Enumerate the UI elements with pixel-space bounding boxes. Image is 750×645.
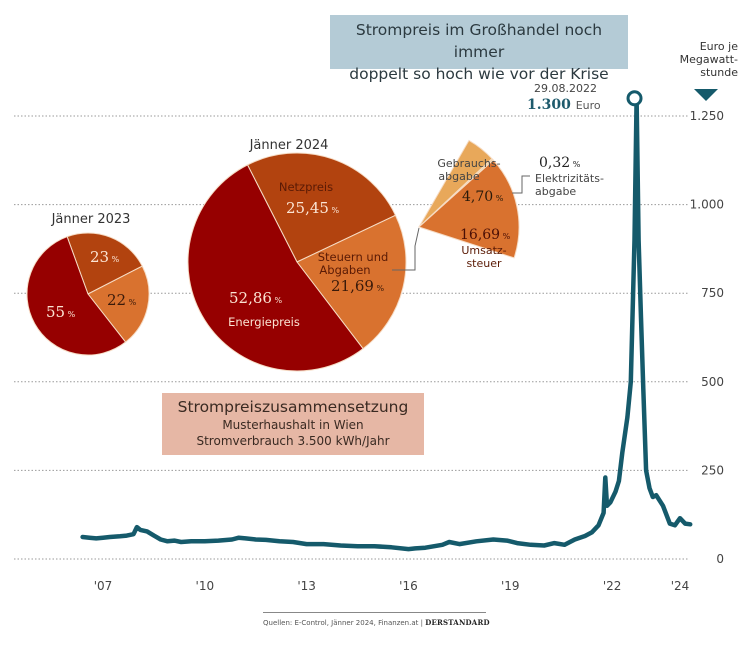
x-tick-label: '07 [94, 579, 113, 593]
y-tick-label: 500 [701, 375, 724, 389]
connector-line [392, 227, 420, 271]
pie-2024-title: Jänner 2024 [249, 138, 329, 153]
info-box-line-1: Musterhaushalt in Wien [222, 418, 364, 432]
pie-2024-slice-steuern [296, 214, 407, 350]
chart-title-line-2: doppelt so hoch wie vor der Krise [349, 65, 609, 83]
y-tick-label: 1.000 [690, 198, 724, 212]
detail-slice-umsatzsteuer [418, 159, 520, 259]
pie-2023-title: Jänner 2023 [51, 212, 131, 227]
pie-2024-steuern-label-1: Steuern und [318, 250, 389, 264]
line-series [80, 90, 693, 552]
detail-umsatzsteuer-label-1: Umsatz- [461, 244, 506, 257]
unit-line-3: stunde [700, 66, 738, 79]
source-text: Quellen: E-Control, Jänner 2024, Finanze… [263, 619, 423, 627]
pie-2023-slice-steuern [87, 265, 150, 343]
pie-2023-label-netzpreis: 23 % [90, 248, 120, 266]
y-axis-ticks: 0 250 500 750 1.000 1.250 [690, 89, 724, 566]
pie-charts [26, 139, 530, 372]
y-axis-unit-label: Euro je Megawatt- stunde [658, 40, 738, 79]
detail-elektrizitaet-label-2: abgabe [535, 185, 576, 198]
chart-title: Strompreis im Großhandel noch immer dopp… [330, 15, 628, 83]
detail-gebrauchsabgabe-label-2: abgabe [438, 170, 479, 183]
y-tick-label: 750 [701, 286, 724, 300]
detail-elektrizitaet-label-1: Elektrizitäts- [535, 172, 604, 185]
x-tick-label: '24 [671, 579, 690, 593]
detail-gebrauchsabgabe-value: 4,70 % [462, 189, 504, 205]
y-tick-label: 250 [701, 463, 724, 477]
peak-marker [626, 90, 643, 107]
pie-labels: Jänner 2023 23 % 22 % 55 % Jänner 2024 Netzpr… [46, 138, 604, 329]
chart-title-line-1: Strompreis im Großhandel noch immer [355, 21, 603, 61]
info-box-title: Strompreiszusammensetzung [177, 398, 409, 416]
y-tick-label: 1.250 [690, 109, 724, 123]
pie-2023-slice-netzpreis [66, 232, 143, 295]
x-tick-label: '16 [399, 579, 418, 593]
price-line [80, 96, 693, 552]
pie-2023-slice-energiepreis [26, 236, 127, 356]
down-triangle-icon [694, 89, 718, 101]
pie-2024-netzpreis-value: 25,45 % [286, 199, 339, 217]
detail-umsatzsteuer-label-2: steuer [466, 257, 502, 270]
peak-value-label: 1.300 Euro [527, 97, 601, 113]
x-tick-label: '13 [297, 579, 316, 593]
info-box: Strompreiszusammensetzung Musterhaushalt… [162, 393, 424, 455]
pie-2024-slice-netzpreis [246, 152, 397, 263]
pie-2024-slice-energiepreis [187, 164, 364, 372]
peak-date-label: 29.08.2022 [534, 82, 597, 95]
pie-2024-energiepreis-value: 52,86 % [229, 289, 282, 307]
source-note: Quellen: E-Control, Jänner 2024, Finanze… [263, 612, 490, 627]
detail-gebrauchsabgabe-label-1: Gebrauchs- [437, 157, 500, 170]
pie-2023-label-energiepreis: 55 % [46, 303, 76, 321]
pie-2024-energiepreis-label: Energiepreis [228, 315, 300, 329]
elektrizitaet-leader-line [512, 175, 530, 194]
unit-line-1: Euro je [699, 40, 738, 53]
x-axis-ticks: '07 '10 '13 '16 '19 '22 '24 [94, 579, 690, 593]
pie-2023-label-steuern: 22 % [107, 291, 137, 309]
detail-elektrizitaet-value: 0,32 % [539, 155, 581, 171]
info-box-line-2: Stromverbrauch 3.500 kWh/Jahr [196, 434, 390, 448]
pie-2024-steuern-value: 21,69 % [331, 277, 384, 295]
peak-value-unit: Euro [575, 99, 601, 112]
pie-2024-steuern-label-2: Abgaben [319, 263, 370, 277]
brand-logo: DERSTANDARD [425, 618, 490, 627]
detail-umsatzsteuer-value: 16,69 % [460, 227, 511, 243]
pie-2024-netzpreis-label: Netzpreis [279, 180, 333, 194]
x-tick-label: '10 [196, 579, 215, 593]
x-tick-label: '19 [501, 579, 520, 593]
peak-value: 1.300 [527, 97, 571, 113]
unit-line-2: Megawatt- [679, 53, 738, 66]
y-tick-label: 0 [716, 552, 724, 566]
x-tick-label: '22 [603, 579, 622, 593]
